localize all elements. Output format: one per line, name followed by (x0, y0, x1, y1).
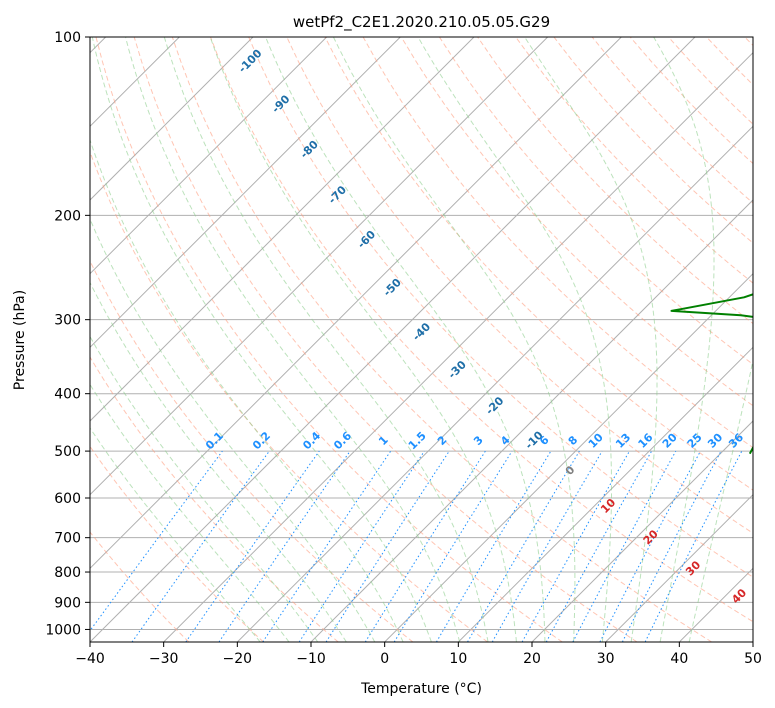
y-tick-label: 100 (54, 30, 81, 46)
y-tick-label: 800 (54, 565, 81, 581)
moist-adiabat-line (90, 281, 347, 642)
moist-adiabat-line (653, 37, 715, 642)
chart-title: wetPf2_C2E1.2020.210.05.05.G29 (293, 13, 550, 32)
dewpoint-profile-line (670, 293, 753, 455)
mixing-ratio-line (218, 450, 351, 642)
isotherm-line (605, 493, 753, 642)
y-tick-label: 200 (54, 208, 81, 224)
dry-adiabat-line (133, 37, 638, 642)
moist-adiabat-line (209, 37, 517, 642)
plot-frame (89, 36, 754, 643)
dry-adiabat-line (95, 37, 563, 642)
isotherm-line (90, 37, 328, 275)
y-axis-label: Pressure (hPa) (12, 290, 28, 390)
dry-adiabat-line (90, 445, 264, 642)
x-tick-label: −30 (149, 651, 179, 667)
moist-adiabat-line (90, 335, 319, 642)
moist-adiabat-line (524, 37, 658, 642)
isotherm-line (90, 37, 254, 201)
mixing-ratio-line (185, 450, 320, 642)
isotherm-line (90, 37, 401, 349)
mixing-ratio-line (262, 450, 392, 642)
x-tick-label: −10 (296, 651, 326, 667)
mixing-ratio-line (521, 450, 630, 642)
y-tick-label: 600 (54, 491, 81, 507)
isotherm-line (163, 51, 753, 642)
moist-adiabat-line (90, 383, 290, 642)
mixing-ratio-line (572, 450, 677, 642)
x-tick-label: 40 (670, 651, 688, 667)
mixing-ratio-line (545, 450, 653, 642)
moist-adiabat-line (688, 358, 753, 642)
dry-adiabat-line (90, 356, 339, 642)
isotherm-line (90, 37, 622, 570)
mixing-ratio-line (131, 450, 270, 642)
mixing-ratio-line (393, 450, 513, 642)
dry-adiabat-line (400, 37, 753, 407)
mixing-ratio-line (644, 450, 743, 642)
moist-adiabat-line (90, 427, 261, 642)
dry-adiabat-line (90, 150, 488, 642)
moist-adiabat-line (332, 37, 576, 642)
isotherm-line (457, 346, 753, 642)
moist-adiabat-line (163, 37, 489, 642)
isotherm-line (384, 272, 753, 642)
isotherm-line (236, 125, 753, 642)
mixing-ratio-line (90, 450, 223, 632)
moist-adiabat-line (265, 37, 546, 642)
x-tick-label: 50 (744, 651, 762, 667)
y-tick-label: 500 (54, 444, 81, 460)
mixing-ratio-line (325, 450, 450, 642)
y-tick-label: 400 (54, 387, 81, 403)
dry-adiabat-line (90, 531, 190, 642)
moist-adiabat-line (125, 37, 461, 642)
dry-adiabat-line (171, 37, 712, 642)
dry-adiabat-line (324, 37, 753, 491)
y-tick-label: 900 (54, 595, 81, 611)
isotherm-line (531, 420, 753, 642)
moist-adiabat-line (90, 217, 376, 642)
moist-adiabat-line (91, 37, 432, 642)
isotherm-line (90, 37, 549, 496)
dry-adiabat-line (210, 37, 753, 623)
x-tick-label: −40 (75, 651, 105, 667)
x-tick-label: 0 (380, 651, 389, 667)
x-tick-label: 10 (449, 651, 467, 667)
x-tick-label: 20 (523, 651, 541, 667)
moist-adiabat-line (90, 138, 404, 642)
x-tick-label: 30 (597, 651, 615, 667)
moist-adiabat-line (417, 37, 612, 642)
isotherm-line (90, 37, 696, 642)
dry-adiabat-line (438, 37, 753, 366)
dry-adiabat-line (248, 37, 753, 578)
y-tick-label: 700 (54, 531, 81, 547)
mixing-ratio-line (298, 450, 425, 642)
x-axis-label: Temperature (°C) (360, 681, 482, 697)
y-tick-label: 1000 (45, 622, 81, 638)
isotherm-line (90, 37, 475, 422)
dry-adiabat-line (515, 37, 753, 284)
y-tick-label: 300 (54, 313, 81, 329)
dry-adiabat-line (90, 259, 414, 642)
x-tick-label: −20 (223, 651, 253, 667)
